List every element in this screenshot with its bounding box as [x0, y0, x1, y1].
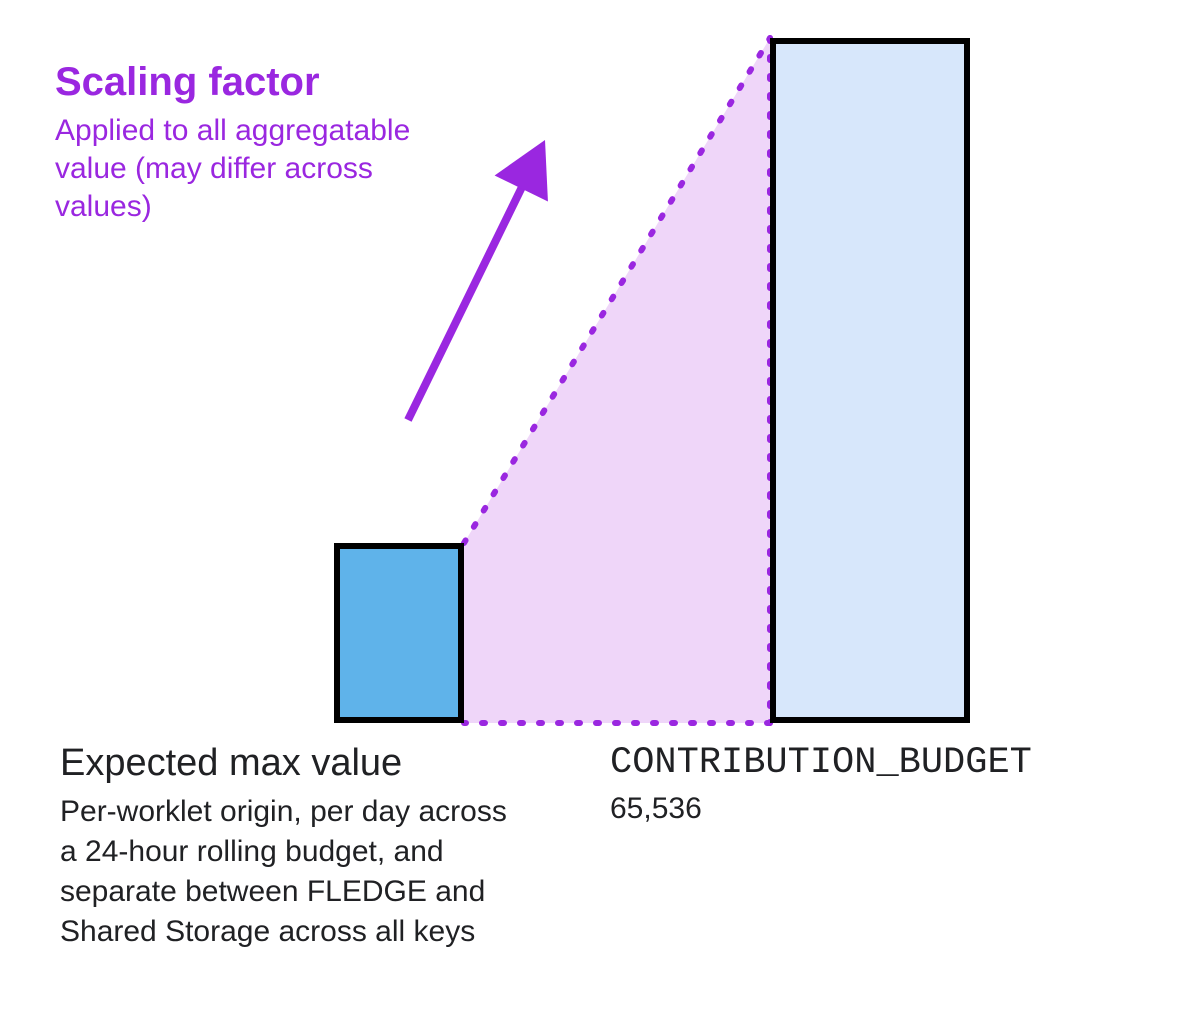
- scaling-factor-subtitle: Applied to all aggregatable value (may d…: [55, 112, 435, 226]
- contribution-budget-value: 65,536: [610, 792, 702, 826]
- expected-max-title: Expected max value: [60, 742, 402, 785]
- bar-contribution-budget: [770, 38, 970, 723]
- contribution-budget-title: CONTRIBUTION_BUDGET: [610, 742, 1032, 784]
- bar-expected-max: [334, 543, 464, 723]
- expected-max-subtitle: Per-worklet origin, per day across a 24-…: [60, 792, 520, 952]
- diagram-canvas: Scaling factor Applied to all aggregatab…: [0, 0, 1200, 1022]
- scaling-factor-title: Scaling factor: [55, 60, 320, 105]
